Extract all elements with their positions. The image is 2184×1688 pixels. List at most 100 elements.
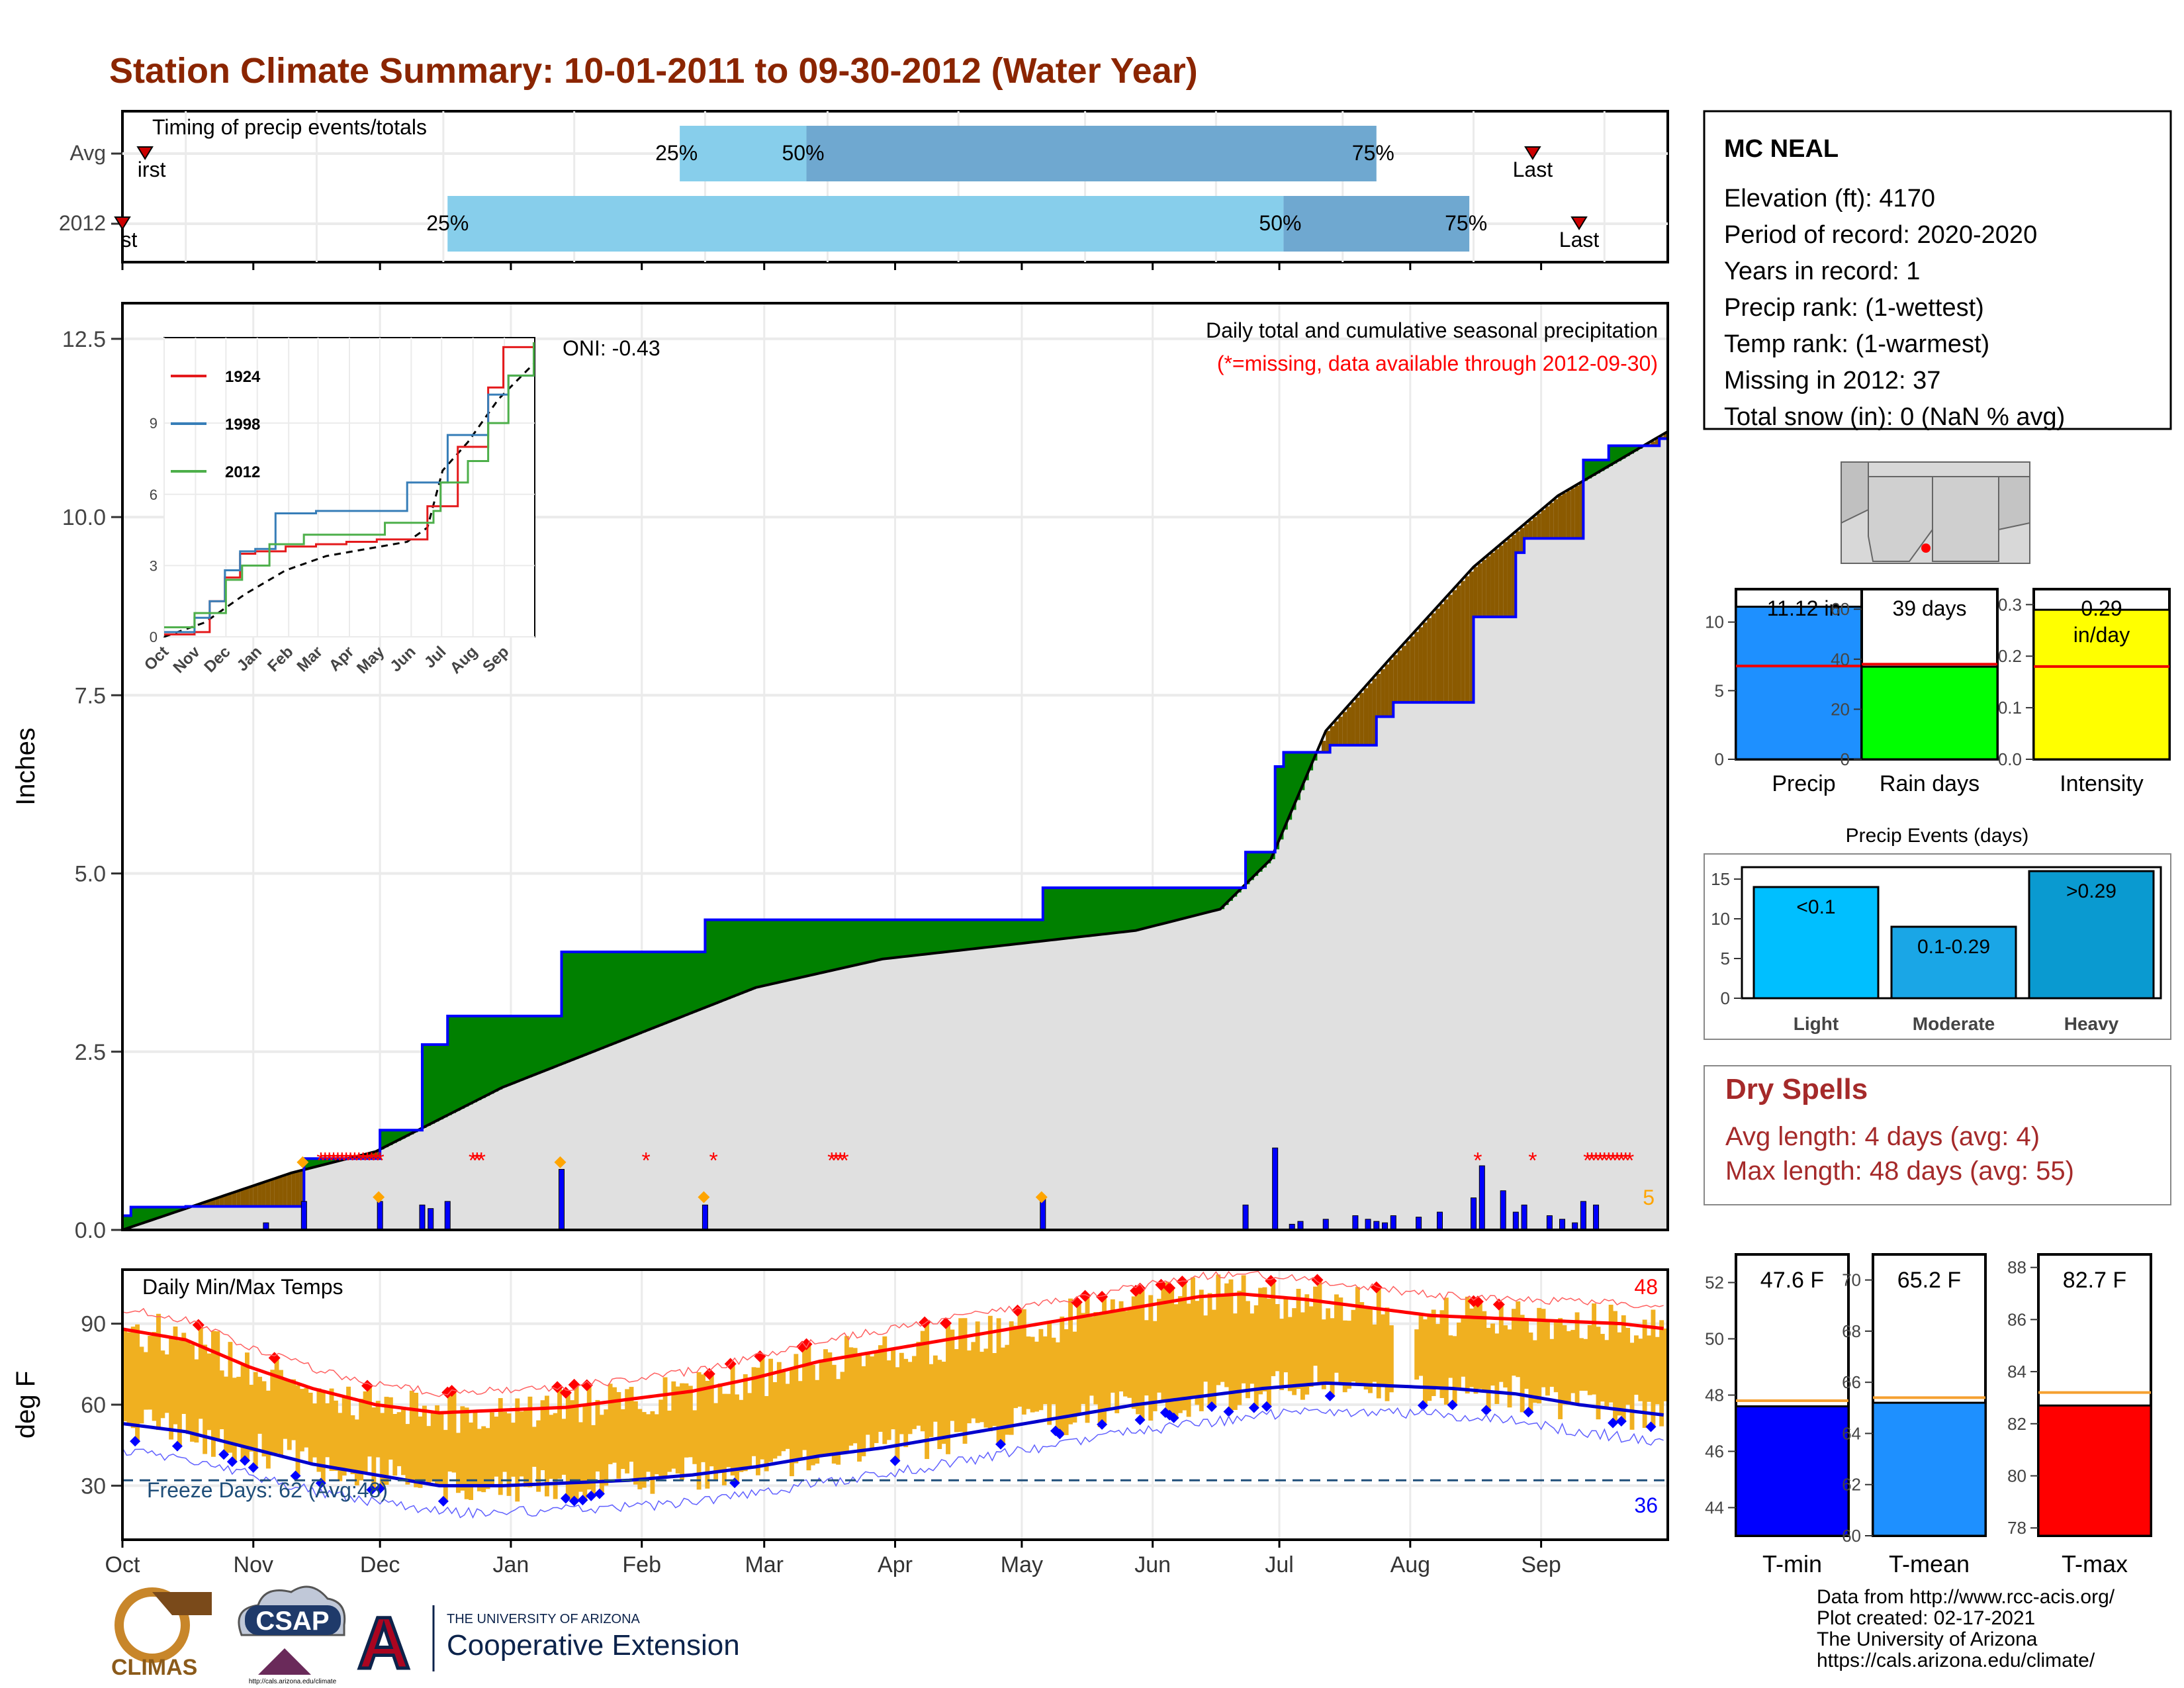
daily-temp-bar: [586, 1385, 592, 1490]
record-low-marker: [290, 1470, 301, 1481]
avg-cumulative-fill: [181, 1209, 187, 1230]
daily-temp-bar: [139, 1346, 144, 1424]
above-average-fill: [1009, 919, 1014, 945]
avg-cumulative-fill: [1021, 943, 1027, 1230]
daily-temp-bar: [240, 1364, 246, 1462]
above-average-fill: [1102, 888, 1107, 935]
above-average-fill: [485, 1015, 490, 1096]
mini-bar-value: 0.29: [2081, 596, 2122, 620]
daily-temp-bar: [709, 1374, 714, 1467]
avg-cumulative-fill: [625, 1039, 630, 1230]
daily-temp-bar: [1123, 1311, 1128, 1397]
avg-cumulative-fill: [1060, 939, 1065, 1230]
temp-bar-tick-label: 62: [1842, 1475, 1861, 1495]
daily-temp-bar: [228, 1342, 233, 1453]
daily-temp-bar: [971, 1342, 976, 1419]
avg-cumulative-fill: [717, 1002, 723, 1230]
above-average-fill: [481, 1015, 486, 1098]
daily-temp-bar: [1553, 1319, 1559, 1393]
daily-precip-bar: [1512, 1211, 1519, 1231]
above-average-fill: [1246, 852, 1251, 884]
daily-precip-bar: [1352, 1215, 1359, 1231]
climas-logo: CLIMAS: [111, 1587, 212, 1680]
avg-cumulative-fill: [173, 1213, 178, 1230]
avg-cumulative-fill: [899, 957, 905, 1230]
avg-cumulative-fill: [561, 1064, 567, 1230]
above-average-fill: [705, 919, 710, 1008]
avg-cumulative-fill: [802, 977, 807, 1230]
daily-temp-bar: [1097, 1313, 1103, 1427]
above-average-fill: [870, 919, 875, 962]
above-average-fill: [852, 919, 858, 966]
avg-cumulative-fill: [979, 948, 985, 1230]
avg-cumulative-fill: [354, 1156, 360, 1230]
missing-day-marker: *: [473, 1148, 481, 1173]
timing-q75-label: 75%: [1445, 211, 1487, 235]
below-average-fill: [1566, 491, 1572, 539]
avg-cumulative-fill: [232, 1193, 238, 1230]
daily-precip-bar: [1580, 1201, 1586, 1231]
timing-q25-label: 25%: [655, 141, 698, 165]
above-average-fill: [308, 1158, 313, 1169]
daily-temp-bar: [1161, 1284, 1166, 1400]
above-average-fill: [671, 952, 676, 1021]
daily-temp-bar: [1414, 1329, 1420, 1380]
above-average-fill: [451, 1015, 457, 1113]
above-average-fill: [1207, 888, 1212, 913]
daily-temp-bar: [1596, 1327, 1601, 1420]
daily-temp-bar: [692, 1410, 698, 1464]
avg-cumulative-fill: [396, 1141, 402, 1230]
avg-cumulative-fill: [169, 1214, 174, 1230]
above-average-fill: [1203, 888, 1208, 914]
record-low-marker: [1645, 1421, 1657, 1432]
avg-cumulative-fill: [1435, 608, 1441, 1230]
daily-temp-bar: [1520, 1315, 1525, 1413]
daily-temp-bar: [870, 1356, 875, 1448]
temp-ytick-label: 30: [81, 1474, 106, 1499]
timing-label: Timing of precip events/totals: [152, 115, 427, 139]
above-average-fill: [1308, 752, 1314, 771]
missing-day-marker: *: [1528, 1148, 1537, 1173]
missing-day-marker: *: [1583, 1148, 1592, 1173]
daily-temp-bar: [1283, 1297, 1289, 1373]
avg-cumulative-fill: [1047, 940, 1052, 1230]
above-average-fill: [1152, 888, 1158, 927]
avg-cumulative-fill: [527, 1077, 533, 1230]
daily-temp-bar: [460, 1406, 465, 1491]
below-average-fill: [1388, 659, 1394, 717]
daily-precip-bar: [419, 1204, 426, 1231]
daily-temp-bar: [1528, 1332, 1533, 1413]
avg-cumulative-fill: [1393, 655, 1398, 1230]
daily-temp-bar: [409, 1390, 414, 1483]
below-average-fill: [257, 1184, 263, 1207]
daily-temp-bar: [903, 1358, 909, 1448]
above-average-fill: [1042, 888, 1048, 941]
ua-logo: A THE UNIVERSITY OF ARIZONA Cooperative …: [356, 1601, 740, 1686]
below-average-fill: [1452, 590, 1457, 703]
daily-temp-bar: [1026, 1336, 1031, 1409]
below-average-fill: [1351, 702, 1356, 745]
daily-temp-bar: [1532, 1340, 1537, 1403]
above-average-fill: [557, 1015, 563, 1066]
missing-day-marker: *: [376, 1148, 385, 1173]
avg-cumulative-fill: [1541, 510, 1546, 1231]
above-average-fill: [435, 1045, 440, 1122]
above-average-fill: [1047, 888, 1052, 941]
daily-temp-bar: [553, 1413, 558, 1499]
below-average-fill: [1347, 707, 1352, 745]
below-average-fill: [274, 1178, 279, 1207]
below-average-fill: [371, 1152, 377, 1159]
above-average-fill: [1600, 459, 1606, 471]
above-average-fill: [1140, 888, 1145, 930]
avg-cumulative-fill: [1081, 937, 1086, 1230]
avg-cumulative-fill: [1482, 559, 1487, 1230]
avg-cumulative-fill: [764, 985, 769, 1230]
temp-bar-t-max: [2037, 1404, 2152, 1537]
record-low-marker: [240, 1455, 251, 1466]
record-high-marker: [1096, 1290, 1109, 1303]
temp-panel: 30 60 90 deg F Daily Min/Max Temps 48 36 F…: [11, 1268, 1669, 1577]
avg-cumulative-fill: [861, 963, 866, 1230]
events-title: Precip Events (days): [1846, 825, 2029, 847]
daily-temp-bar: [1224, 1283, 1230, 1387]
below-average-fill: [295, 1172, 300, 1207]
